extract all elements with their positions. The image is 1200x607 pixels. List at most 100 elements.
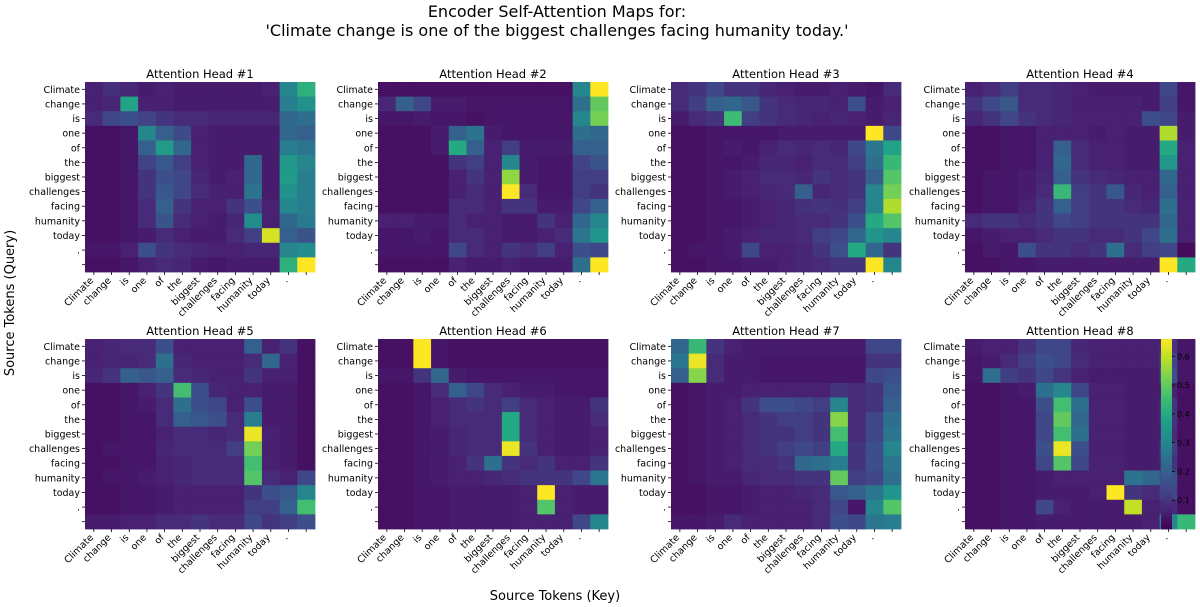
heatmap-cell <box>244 353 263 369</box>
heatmap-cell <box>1106 441 1125 457</box>
heatmap-cell <box>777 470 796 486</box>
heatmap-cell <box>1071 514 1090 530</box>
y-tick-label: Climate <box>336 342 373 353</box>
heatmap-cell <box>1035 155 1054 171</box>
heatmap-cell <box>883 184 902 200</box>
heatmap-cell <box>395 96 414 112</box>
heatmap-cell <box>173 111 192 127</box>
heatmap-cell <box>484 228 503 244</box>
heatmap-cell <box>102 455 121 471</box>
heatmap-cell <box>297 441 316 457</box>
heatmap-cell <box>830 499 849 515</box>
heatmap-cell <box>1088 339 1107 355</box>
heatmap-cell <box>395 455 414 471</box>
heatmap-cell <box>537 499 556 515</box>
heatmap-cell <box>794 125 813 141</box>
heatmap-cell <box>297 213 316 229</box>
heatmap-cell <box>1000 155 1019 171</box>
heatmap-cell <box>741 213 760 229</box>
y-tick-label: is <box>72 114 80 125</box>
heatmap-cell <box>1035 397 1054 413</box>
heatmap-cell <box>759 125 778 141</box>
heatmap-cell <box>865 125 884 141</box>
heatmap-cell <box>1018 111 1037 127</box>
heatmap-cell <box>847 514 867 530</box>
heatmap-cell <box>413 228 432 244</box>
heatmap-cell <box>537 426 556 442</box>
heatmap-cell <box>1000 82 1019 98</box>
heatmap-cell <box>1124 184 1143 200</box>
heatmap-cell <box>519 82 538 98</box>
heatmap-cell <box>982 514 1001 530</box>
heatmap-cell <box>226 198 245 214</box>
heatmap-cell <box>572 368 591 384</box>
y-tick-label: facing <box>51 459 80 470</box>
heatmap-cell <box>85 441 104 457</box>
heatmap-cell <box>671 96 690 112</box>
heatmap-cell <box>466 82 485 98</box>
heatmap-cell <box>741 140 760 156</box>
heatmap-cell <box>191 257 210 273</box>
colorbar-segment <box>1161 348 1172 353</box>
heatmap-cell <box>812 82 831 98</box>
heatmap-cell <box>279 368 298 384</box>
heatmap-cell <box>226 155 245 171</box>
heatmap-cell <box>279 213 298 229</box>
heatmap-cell <box>395 198 414 214</box>
heatmap-cell <box>244 184 263 200</box>
heatmap-cell <box>671 397 690 413</box>
heatmap-cell <box>865 470 884 486</box>
heatmap-cell <box>965 441 984 457</box>
heatmap-cell <box>671 140 690 156</box>
x-tick-label: . <box>867 532 877 542</box>
heatmap-cell <box>590 155 609 171</box>
heatmap-cell <box>431 184 450 200</box>
heatmap-cell <box>431 125 450 141</box>
heatmap-cell <box>1159 140 1178 156</box>
heatmap-cell <box>191 155 210 171</box>
colorbar-segment <box>1161 465 1172 470</box>
heatmap-cell <box>85 228 104 244</box>
heatmap-cell <box>982 155 1001 171</box>
heatmap-cell <box>1141 412 1161 428</box>
heatmap-cell <box>1071 368 1090 384</box>
y-tick-label: the <box>64 158 80 169</box>
heatmap-cell <box>1141 441 1161 457</box>
heatmap-cell <box>794 514 813 530</box>
heatmap-cell <box>794 228 813 244</box>
heatmap-cell <box>794 213 813 229</box>
heatmap-cell <box>85 111 104 127</box>
heatmap-cell <box>297 426 316 442</box>
heatmap-cell <box>724 368 743 384</box>
heatmap-cell <box>1053 257 1072 273</box>
heatmap-cell <box>519 412 538 428</box>
heatmap-cell <box>982 228 1001 244</box>
heatmap-cell <box>590 125 609 141</box>
y-tick-label: of <box>71 143 81 154</box>
y-tick-label: Climate <box>629 342 666 353</box>
heatmap-cell <box>1018 96 1037 112</box>
heatmap-cell <box>554 368 574 384</box>
heatmap-cell <box>279 155 298 171</box>
heatmap-cell <box>501 499 520 515</box>
heatmap-cell <box>537 485 556 501</box>
x-axis-label: Source Tokens (Key) <box>490 589 620 604</box>
heatmap-cell <box>1124 455 1143 471</box>
heatmap-cell <box>102 125 121 141</box>
heatmap-cell <box>572 96 591 112</box>
heatmap-cell <box>484 198 503 214</box>
heatmap-cell <box>1071 213 1090 229</box>
y-axis-label: Source Tokens (Query) <box>3 230 18 376</box>
heatmap-cell <box>155 213 174 229</box>
heatmap-cell <box>120 353 139 369</box>
heatmap-cell <box>138 155 157 171</box>
heatmap-cell <box>794 82 813 98</box>
heatmap-cell <box>794 368 813 384</box>
heatmap-cell <box>794 397 813 413</box>
heatmap-cell <box>1053 228 1072 244</box>
heatmap-cell <box>1177 82 1196 98</box>
heatmap-cell <box>777 426 796 442</box>
heatmap-cell <box>1071 382 1090 398</box>
heatmap-cell <box>741 382 760 398</box>
x-tick-label: . <box>574 275 584 285</box>
